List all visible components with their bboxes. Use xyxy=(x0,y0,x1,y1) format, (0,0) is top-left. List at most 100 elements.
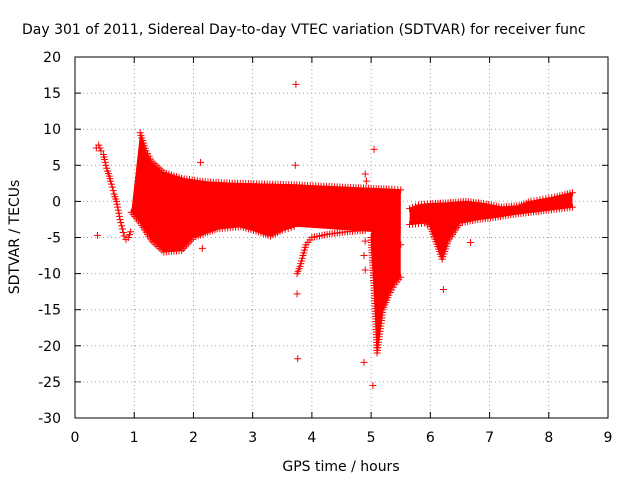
data-bands xyxy=(131,132,573,354)
data-point xyxy=(369,382,377,390)
data-point xyxy=(293,290,301,298)
data-point xyxy=(379,308,387,316)
y-tick-label: 0 xyxy=(52,194,61,210)
x-tick-label: 5 xyxy=(367,430,376,446)
data-point xyxy=(252,227,260,235)
data-point xyxy=(114,203,122,211)
data-point xyxy=(301,243,309,251)
data-point xyxy=(409,203,417,211)
data-point xyxy=(530,197,538,205)
data-point xyxy=(115,209,123,217)
data-point xyxy=(104,170,112,178)
y-tick-label: -5 xyxy=(47,231,61,247)
data-point xyxy=(341,228,349,236)
data-point xyxy=(362,177,370,185)
data-point xyxy=(471,216,479,224)
data-point xyxy=(147,235,155,243)
data-point xyxy=(361,266,369,274)
data-point xyxy=(158,246,166,254)
data-point xyxy=(118,225,126,233)
data-point xyxy=(384,294,392,302)
data-point xyxy=(542,206,550,214)
data-point xyxy=(489,214,497,222)
data-point xyxy=(295,265,303,273)
x-tick-label: 9 xyxy=(604,430,613,446)
axis-ticks xyxy=(74,56,609,419)
data-point xyxy=(477,199,485,207)
late-data-band xyxy=(409,192,573,260)
data-point xyxy=(147,155,155,163)
data-point xyxy=(96,144,104,152)
data-point xyxy=(290,223,298,231)
data-point xyxy=(188,235,196,243)
data-point xyxy=(137,150,145,158)
data-point xyxy=(395,276,403,284)
data-point xyxy=(507,211,515,219)
data-point xyxy=(124,234,132,241)
data-point xyxy=(389,283,397,291)
data-point xyxy=(443,240,451,248)
data-point xyxy=(539,195,547,203)
data-point xyxy=(127,228,135,236)
main-data-band xyxy=(131,132,401,252)
data-point xyxy=(298,254,306,262)
data-point xyxy=(533,196,541,204)
data-point xyxy=(394,186,402,194)
data-point xyxy=(513,202,521,210)
data-point xyxy=(536,196,544,204)
data-point xyxy=(361,170,369,178)
data-point xyxy=(306,236,314,244)
x-tick-label: 4 xyxy=(307,430,316,446)
data-point xyxy=(109,187,117,195)
y-tick-label: 15 xyxy=(43,86,61,102)
y-tick-label: -30 xyxy=(38,411,61,427)
chart-title: Day 301 of 2011, Sidereal Day-to-day VTE… xyxy=(22,22,586,38)
data-points xyxy=(92,80,576,390)
data-point xyxy=(199,178,207,186)
data-point xyxy=(454,221,462,229)
y-tick-label: -15 xyxy=(38,303,61,319)
data-point xyxy=(103,164,111,172)
data-point xyxy=(524,209,532,217)
y-tick-label: 20 xyxy=(43,50,61,66)
data-point xyxy=(467,239,475,247)
data-point xyxy=(545,194,553,202)
x-axis-label: GPS time / hours xyxy=(282,459,399,475)
data-point xyxy=(360,358,368,366)
data-point xyxy=(376,330,384,338)
data-point xyxy=(120,232,128,240)
data-point xyxy=(417,219,425,227)
data-point xyxy=(292,80,300,88)
data-point xyxy=(412,202,420,210)
data-point xyxy=(276,227,284,235)
data-point xyxy=(94,231,102,239)
data-point xyxy=(423,221,431,229)
x-tick-label: 7 xyxy=(485,430,494,446)
data-point xyxy=(284,224,292,232)
data-point xyxy=(361,237,369,245)
dip-data-band xyxy=(371,188,401,354)
data-point xyxy=(175,173,183,181)
y-tick-label: 10 xyxy=(43,122,61,138)
data-point xyxy=(118,222,126,230)
data-point xyxy=(323,230,331,238)
data-point xyxy=(117,219,125,227)
data-point xyxy=(281,225,289,233)
data-point xyxy=(114,206,122,214)
data-point xyxy=(112,195,120,203)
data-point xyxy=(119,228,127,236)
x-tick-label: 1 xyxy=(130,430,139,446)
data-point xyxy=(397,241,405,249)
x-tick-label: 6 xyxy=(426,430,435,446)
data-point xyxy=(548,194,556,202)
data-point xyxy=(106,175,114,183)
grid-lines xyxy=(75,57,608,418)
data-point xyxy=(125,231,133,239)
y-tick-label: -20 xyxy=(38,339,61,355)
data-point xyxy=(102,161,110,169)
data-point xyxy=(198,244,206,252)
x-tick-label: 8 xyxy=(544,430,553,446)
data-point xyxy=(291,161,299,169)
data-point xyxy=(134,217,142,225)
